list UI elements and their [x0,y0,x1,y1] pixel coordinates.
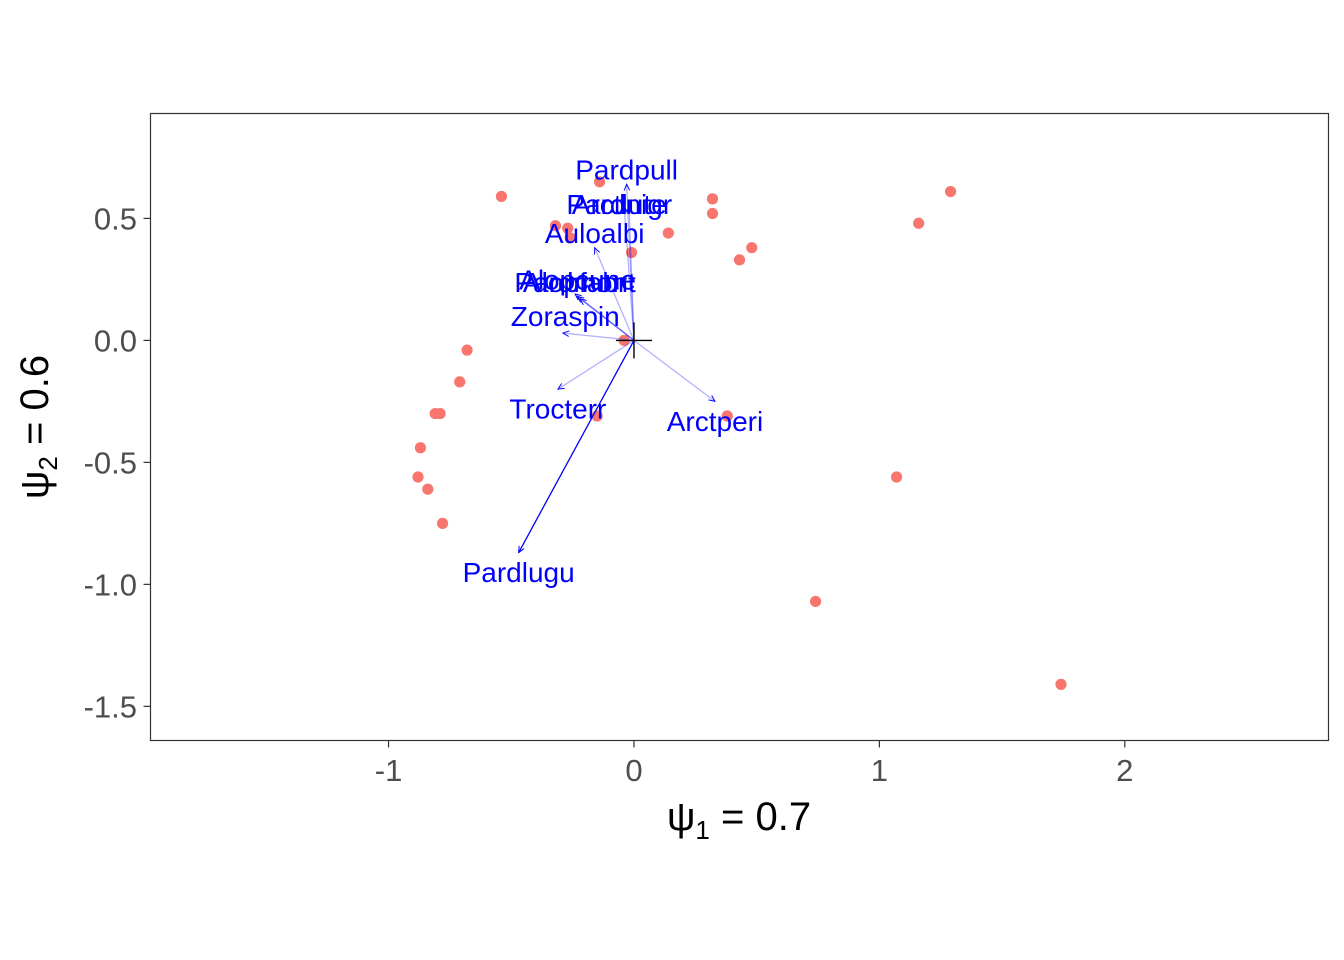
species-label: Pardlugu [463,557,575,588]
species-arrow [578,296,635,341]
y-axis-title: ψ2 = 0.6 [13,355,63,499]
x-tick-label: 0 [625,753,642,788]
site-point [454,376,466,388]
species-label: Trocterr [509,394,606,425]
species-label: Auloalbi [545,218,645,249]
species-label: Arctlute [572,189,667,220]
site-point [706,193,719,205]
site-point [890,471,903,483]
site-point [1055,678,1067,690]
species-label: Alopfabr [523,267,627,298]
site-point [434,407,446,420]
species-arrow [563,333,635,342]
species-label: Pardmont [514,267,636,298]
site-point [495,190,508,203]
x-axis: -1 0 1 2 [375,740,1133,788]
site-point [549,220,562,232]
arrows-layer [519,184,715,552]
species-arrow [558,339,635,389]
species-label: Arctperi [667,406,763,437]
x-tick-label: 2 [1116,753,1133,788]
site-point [625,246,638,259]
species-arrow [633,339,715,401]
y-tick-label: -0.5 [84,445,137,480]
y-axis: 0.5 0.0 -0.5 -1.0 -1.5 [84,201,151,724]
species-arrow [580,299,635,341]
site-point [913,217,925,229]
x-axis-title: ψ1 = 0.7 [667,795,811,845]
species-label: Zoraspin [511,301,620,332]
site-point [721,410,733,422]
site-point [662,227,674,239]
y-tick-label: -1.0 [84,567,137,602]
x-tick-label: -1 [375,753,403,788]
site-point [809,595,822,608]
species-arrow [595,248,635,341]
site-point [414,442,427,454]
species-arrow [629,206,635,341]
y-tick-label: 0.0 [94,323,137,358]
species-label: Pardnigr [566,189,672,220]
site-point [422,483,434,495]
site-point [944,185,957,198]
species-arrow [624,206,635,341]
x-tick-label: 1 [871,753,888,788]
site-point [594,176,606,188]
site-point [733,254,746,266]
site-point [412,471,424,483]
site-point [436,517,449,529]
site-point [562,222,574,234]
species-label: Pardpull [575,155,678,186]
y-tick-label: 0.5 [94,201,137,236]
plot-panel [149,112,1330,742]
site-point [706,207,719,220]
site-point [746,242,758,254]
y-tick-label: -1.5 [84,689,137,724]
site-point [461,344,473,356]
species-arrow [519,340,635,552]
species-label: Alopcune [519,264,636,295]
site-point [564,232,576,244]
center-marker [615,322,652,359]
